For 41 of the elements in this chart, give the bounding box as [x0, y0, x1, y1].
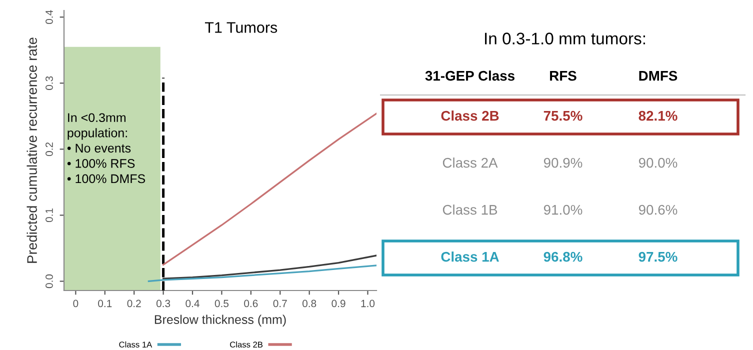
x-tick-label: 0.8 — [302, 300, 316, 308]
legend-label: Class 2B — [230, 341, 263, 348]
y-tick-label: 0.0 — [46, 274, 53, 288]
text: RFS — [550, 70, 576, 81]
y-tick-label: 0.4 — [46, 10, 53, 24]
text: 82.1% — [638, 110, 678, 121]
text: 31-GEP Class — [425, 70, 514, 81]
x-tick-label: 0.5 — [214, 300, 229, 308]
annotation: In <0.3mm population: • No events • 100% RFS • 100% DMFS — [67, 113, 146, 184]
line-series — [162, 112, 376, 266]
text: 97.5% — [638, 252, 678, 262]
x-tick-label: 0.3 — [156, 300, 170, 308]
x-axis-title: Breslow thickness (mm) — [154, 314, 286, 326]
x-tick-label: 1.0 — [361, 300, 375, 308]
y-axis-title: Predicted cumulative recurrence rate — [26, 38, 37, 263]
text: Class 1B — [442, 204, 498, 215]
line-series — [148, 264, 376, 282]
text: Class 2B — [441, 110, 499, 121]
line-series — [162, 254, 376, 280]
text: Class 2A — [442, 158, 498, 168]
text: 90.6% — [638, 204, 678, 215]
text: DMFS — [639, 70, 678, 81]
text: 91.0% — [544, 204, 582, 215]
x-tick-label: 0.4 — [186, 300, 200, 308]
text: 96.8% — [544, 252, 582, 262]
text: Class 1A — [441, 252, 499, 262]
text: In 0.3-1.0 mm tumors: — [485, 32, 645, 44]
text: 90.0% — [638, 158, 678, 168]
legend-label: Class 1A — [119, 341, 152, 348]
x-tick-label: 0.1 — [98, 300, 112, 308]
x-tick-label: 0.2 — [127, 300, 141, 308]
x-tick-label: 0.7 — [273, 300, 287, 308]
text: 75.5% — [544, 110, 582, 121]
x-tick-label: 0.6 — [244, 300, 258, 308]
y-tick-label: 0.3 — [46, 76, 53, 90]
x-tick-label: 0.9 — [332, 300, 346, 308]
text: 90.9% — [544, 158, 582, 168]
y-tick-label: 0.2 — [46, 142, 53, 156]
text: T1 Tumors — [204, 22, 278, 33]
y-tick-label: 0.1 — [46, 208, 53, 222]
x-tick-label: 0 — [73, 300, 78, 308]
